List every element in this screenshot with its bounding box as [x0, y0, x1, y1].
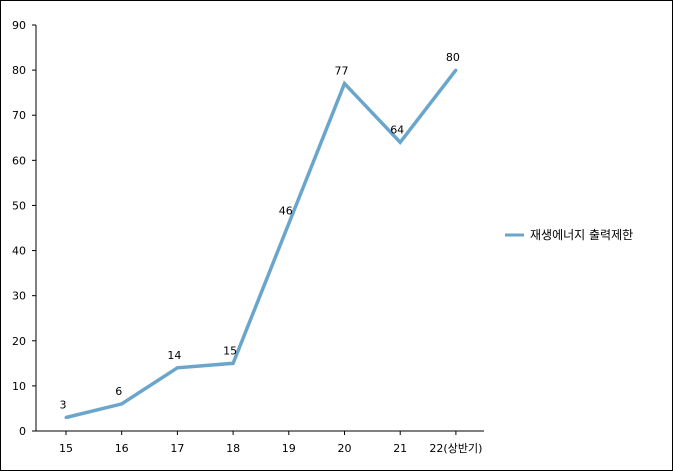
x-tick-label: 21 — [393, 442, 407, 455]
y-tick-label: 30 — [12, 290, 26, 303]
data-point — [231, 361, 235, 365]
data-point — [398, 140, 402, 144]
y-tick-label: 20 — [12, 335, 26, 348]
legend: 재생에너지 출력제한 — [505, 228, 633, 242]
y-tick-label: 60 — [12, 154, 26, 167]
x-tick-label: 17 — [170, 442, 184, 455]
x-tick-label: 15 — [59, 442, 73, 455]
y-tick-label: 80 — [12, 64, 26, 77]
data-label: 64 — [390, 123, 404, 136]
x-tick-label: 19 — [282, 442, 296, 455]
data-point — [120, 402, 124, 406]
y-tick-label: 50 — [12, 199, 26, 212]
data-point — [454, 68, 458, 72]
data-point — [287, 221, 291, 225]
y-tick-label: 10 — [12, 380, 26, 393]
data-label: 6 — [115, 385, 122, 398]
x-tick-label: 16 — [115, 442, 129, 455]
y-tick-label: 70 — [12, 109, 26, 122]
x-tick-label: 22(상반기) — [429, 442, 482, 455]
axes — [35, 25, 484, 432]
x-tick-label: 20 — [338, 442, 352, 455]
y-tick-label: 40 — [12, 245, 26, 258]
series-line — [65, 69, 458, 420]
data-label: 14 — [167, 349, 181, 362]
data-point — [343, 82, 346, 86]
data-point — [64, 415, 68, 419]
data-label: 3 — [60, 398, 67, 411]
data-label: 80 — [446, 51, 460, 64]
y-tick-label: 0 — [19, 425, 26, 438]
y-tick-label: 90 — [12, 19, 26, 32]
legend-label: 재생에너지 출력제한 — [530, 228, 633, 242]
data-labels: 3 6 14 15 46 77 64 80 — [60, 51, 460, 411]
data-label: 46 — [279, 204, 293, 217]
x-tick-label: 18 — [226, 442, 240, 455]
data-point — [175, 366, 179, 370]
y-ticks: 0 10 20 30 40 50 60 70 80 90 — [12, 19, 36, 438]
series-group — [64, 68, 458, 420]
data-label: 15 — [223, 344, 237, 357]
data-label: 77 — [335, 65, 349, 78]
x-ticks: 15 16 17 18 19 20 21 22(상반기) — [59, 431, 482, 455]
